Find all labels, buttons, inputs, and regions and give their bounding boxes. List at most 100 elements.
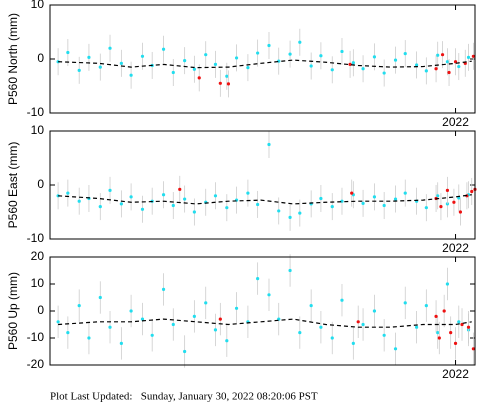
data-point [267,43,271,48]
data-point [77,68,81,72]
data-point [119,341,123,345]
data-point [436,194,440,198]
data-point [348,62,352,66]
data-point [393,347,398,351]
data-point [319,54,323,58]
data-point [330,68,334,72]
data-point [267,142,271,147]
data-point [319,325,323,329]
data-point [98,295,102,300]
data-point [87,55,91,59]
data-point [447,70,451,75]
data-point [445,282,450,286]
y-tick-label: 10 [31,0,45,11]
data-point [66,191,70,195]
data-point [424,304,428,308]
data-point [382,203,386,208]
data-point [129,195,133,199]
data-point [309,64,313,68]
data-point [449,331,453,335]
data-point [415,325,419,329]
data-point [466,325,471,329]
data-point [129,309,133,313]
x-tick-label: 2022 [442,115,469,129]
data-point [119,61,123,65]
data-point [140,54,145,58]
data-point [183,59,187,63]
data-point [436,331,440,335]
footer: Plot Last Updated: Sunday, January 30, 2… [50,391,318,403]
data-point [351,341,355,345]
data-point [457,196,461,200]
data-point [437,336,441,340]
data-point [470,189,474,194]
data-point [183,197,187,201]
data-point [256,277,260,281]
data-point [218,317,222,321]
data-point [161,193,166,197]
data-point [298,40,302,44]
data-point [393,197,398,201]
data-point [77,304,81,308]
data-point [415,63,419,67]
data-point [361,322,365,327]
data-point [424,69,428,73]
data-point [361,67,365,71]
data-point [277,209,281,213]
data-point [458,210,463,214]
data-point [183,349,187,354]
data-point [298,211,302,215]
y-tick-label: -20 [27,357,45,371]
data-point [298,331,302,335]
y-tick-label: 0 [37,303,44,317]
data-point [161,287,166,291]
data-point [288,268,292,273]
y-axis-label: P560 Up (mm) [6,272,20,350]
data-point [197,76,201,80]
data-point [403,52,407,56]
data-point [234,306,239,310]
data-point [256,51,260,55]
data-point [340,49,344,54]
data-point [267,293,271,297]
data-point [372,55,377,59]
data-point [98,65,102,69]
data-point [213,62,218,66]
data-point [129,73,133,77]
data-point [234,56,239,60]
plot-frame [49,130,476,240]
data-point [108,325,112,329]
y-axis-label: P560 East (mm) [6,142,20,229]
data-point [140,207,145,211]
data-point [108,188,112,192]
data-point [56,320,60,324]
data-point [66,50,70,55]
data-point [225,339,229,343]
plot-frame [49,256,476,366]
data-point [382,333,386,337]
data-point [372,195,377,199]
y-axis-label: P560 North (mm) [6,13,20,105]
y-tick-label: -10 [27,105,45,119]
data-point [453,60,458,64]
data-point [351,61,355,65]
y-tick-label: 20 [31,249,45,263]
data-point [56,194,60,198]
data-point [319,196,323,201]
data-point [213,328,218,332]
data-point [218,81,222,85]
data-point [108,46,112,50]
data-point [226,82,231,86]
data-point [171,203,175,208]
data-point [140,317,145,321]
data-point [439,205,443,209]
data-point [436,53,440,57]
y-tick-label: 10 [31,276,45,290]
data-point [161,47,166,51]
data-point [445,188,450,192]
data-point [466,55,471,59]
data-point [356,320,360,324]
data-point [403,301,407,305]
trend-line [58,194,472,205]
